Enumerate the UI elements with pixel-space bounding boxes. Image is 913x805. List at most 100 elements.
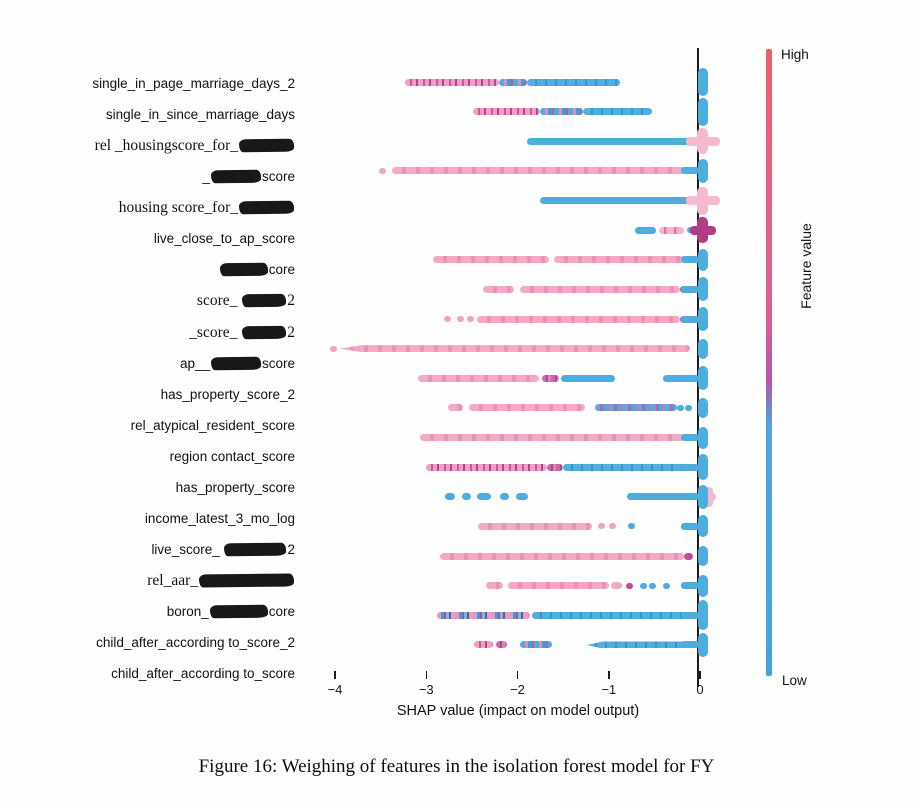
- bar-segment: [405, 78, 500, 86]
- redaction-box: [242, 325, 287, 339]
- bar-segment: [445, 493, 455, 501]
- bar-segment: [611, 582, 623, 590]
- zero-blob-cross-capsule: [697, 128, 708, 155]
- bar-segment: [499, 78, 527, 86]
- scatter-dot: [662, 582, 670, 589]
- redaction-box: [210, 169, 262, 184]
- bar-segment: [419, 434, 684, 442]
- feature-label-text: core: [268, 262, 295, 278]
- feature-label: region contact_score: [20, 448, 295, 466]
- feature-label-text: 2: [287, 542, 295, 558]
- zero-blob-tee-wing: [681, 641, 699, 649]
- zero-blob-capsule: [698, 426, 708, 449]
- feature-label-text: _: [202, 169, 210, 185]
- zero-blob-capsule: [698, 574, 708, 597]
- feature-label-text: live_score_: [151, 542, 224, 558]
- redaction-box: [219, 263, 268, 277]
- feature-label-text: single_in_since_marriage_days: [105, 107, 295, 123]
- zero-blob-capsule: [698, 248, 708, 271]
- colorbar-title: Feature value: [798, 223, 814, 309]
- feature-label: single_in_since_marriage_days: [20, 106, 295, 124]
- bar-segment: [461, 493, 471, 501]
- feature-label-text: rel_aar_: [147, 572, 198, 590]
- zero-blob-tee-wing: [681, 374, 699, 382]
- x-tick-label: −1: [601, 682, 617, 697]
- bar-segment: [595, 404, 678, 412]
- scatter-dot: [649, 582, 657, 589]
- feature-label: child_after_according to_score: [20, 665, 295, 683]
- zero-blob-capsule: [698, 338, 708, 359]
- feature-label: has_property_score_2: [20, 386, 295, 404]
- scatter-dot: [329, 345, 337, 352]
- feature-label: live_close_to_ap_score: [20, 230, 295, 248]
- zero-blob-capsule: [698, 97, 708, 126]
- scatter-dot: [466, 316, 474, 323]
- zero-blob-cross-capsule: [697, 217, 708, 244]
- x-tick-label: −3: [418, 682, 434, 697]
- feature-label: rel_atypical_resident_score: [20, 417, 295, 435]
- x-tick-mark: [699, 671, 701, 679]
- bar-segment: [500, 493, 510, 501]
- bar-segment: [482, 285, 514, 293]
- zero-blob-tee-wing: [681, 434, 699, 442]
- bar-segment: [583, 108, 652, 116]
- x-tick-mark: [608, 671, 610, 679]
- feature-label: core: [20, 261, 295, 279]
- scatter-dot: [457, 316, 465, 323]
- scatter-dot: [639, 582, 647, 589]
- bar-segment: [520, 285, 680, 293]
- zero-blob-tee-wing: [681, 463, 699, 471]
- zero-blob-tee-wing: [681, 522, 699, 530]
- zero-blob-capsule: [698, 68, 708, 96]
- bar-segment: [477, 315, 680, 323]
- feature-label-text: ap__: [179, 355, 210, 371]
- x-tick-mark: [516, 671, 519, 679]
- bar-segment: [554, 256, 684, 264]
- feature-label: live_score_ 2: [20, 541, 295, 559]
- zero-blob-cross-capsule: [697, 186, 708, 215]
- bar-segment: [561, 374, 616, 382]
- scatter-dot: [626, 582, 634, 589]
- scatter-dot: [684, 404, 692, 411]
- feature-label: boron_ core: [20, 603, 295, 621]
- redaction-box: [238, 138, 295, 153]
- x-tick-mark: [334, 671, 336, 679]
- feature-label: housing score_for_: [20, 199, 295, 217]
- zero-blob-capsule: [698, 307, 708, 332]
- bar-segment: [448, 404, 463, 412]
- bar-segment: [526, 78, 620, 86]
- redaction-box: [224, 542, 287, 557]
- feature-label-text: _score_: [189, 323, 242, 341]
- feature-label: single_in_page_marriage_days_2: [20, 75, 295, 93]
- bar-segment: [495, 641, 507, 649]
- feature-label-text: 2: [287, 292, 295, 310]
- feature-label-text: score: [261, 355, 295, 371]
- scatter-dot: [628, 523, 636, 530]
- feature-label-text: rel _housingscore_for_: [94, 137, 238, 155]
- zero-blob-tee-wing: [681, 611, 699, 619]
- feature-label: rel _housingscore_for_: [20, 137, 295, 155]
- bar-segment: [432, 256, 549, 264]
- x-axis-label: SHAP value (impact on model output): [396, 703, 640, 719]
- zero-blob-capsule: [698, 600, 708, 631]
- zero-blob-capsule: [698, 515, 708, 538]
- x-tick-label: −2: [510, 682, 525, 697]
- bar-segment: [392, 167, 686, 175]
- feature-label-text: live_close_to_ap_score: [153, 231, 295, 247]
- bar-segment: [520, 641, 553, 649]
- feature-label-text: score_: [196, 292, 242, 310]
- bar-segment: [473, 641, 493, 649]
- zero-axis-line: [697, 48, 699, 687]
- bar-segment: [662, 374, 695, 382]
- x-tick-label: 0: [696, 682, 704, 697]
- redaction-box: [210, 356, 262, 370]
- scatter-dot: [443, 316, 451, 323]
- feature-label: has_property_score: [20, 479, 295, 497]
- bar-segment: [472, 108, 541, 116]
- bar-segment: [485, 582, 503, 590]
- redaction-box: [242, 294, 287, 308]
- scatter-dot: [608, 523, 616, 530]
- x-tick-label: −4: [327, 682, 343, 697]
- feature-label-text: core: [268, 604, 295, 620]
